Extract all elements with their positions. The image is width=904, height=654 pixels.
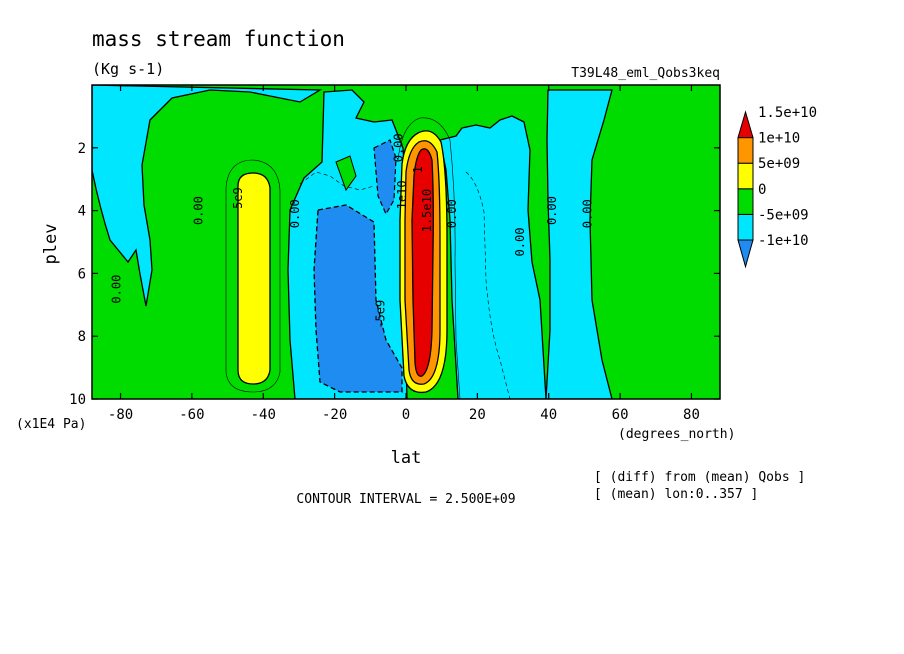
y-tick-label: 6 [78,266,86,282]
contour-label: 0.00 [391,133,405,162]
legend-label: -5e+09 [758,207,809,223]
legend-swatch [737,188,754,215]
legend-label: -1e+10 [758,233,809,249]
contour-label: 0.00 [513,228,527,257]
chart-title: mass stream function [92,27,345,51]
x-tick-label: -40 [251,407,276,423]
x-tick-label: 40 [540,407,557,423]
negative-region-45n [545,89,613,399]
x-tick-label: 60 [612,407,629,423]
x-axis-label: lat [391,448,422,468]
legend-swatch [737,110,754,139]
y-axis: 2 4 6 8 10 [69,141,720,408]
legend-swatch [737,239,754,269]
x-axis-units: (degrees_north) [618,427,735,442]
legend-swatch [737,137,754,164]
legend-swatch [737,162,754,190]
contour-label: 0.00 [110,275,124,304]
x-tick-label: -20 [322,407,347,423]
x-tick-label: 20 [469,407,486,423]
contour-label: 0.00 [545,196,559,225]
negative-region-tropics-north [439,115,547,399]
contour-line-itcz-outer [397,117,461,399]
legend-swatch [737,213,754,241]
contour-line-south-dashed [299,171,375,191]
y-axis-units: (x1E4 Pa) [16,417,86,432]
legend-label: 5e+09 [758,156,800,172]
negative-core-region [313,204,403,393]
note-mean: [ (mean) lon:0..357 ] [594,487,758,502]
contour-label: 0.00 [192,196,206,225]
y-tick-label: 10 [69,392,86,408]
chart-units: (Kg s-1) [92,60,164,78]
x-tick-label: -80 [108,407,133,423]
contour-line-north-dashed [465,171,511,399]
legend-label: 1.5e+10 [758,105,817,121]
itcz-core [411,148,434,377]
contour-field [92,85,720,399]
positive-cell-south [237,172,271,385]
run-label: T39L48_eml_Qobs3keq [571,66,720,81]
y-tick-label: 2 [78,141,86,157]
y-tick-label: 8 [78,329,86,345]
contour-label: 0.00 [581,199,595,228]
contour-interval: CONTOUR INTERVAL = 2.500E+09 [296,492,515,507]
x-tick-label: 0 [402,407,410,423]
y-axis-label: plev [41,224,61,265]
contour-label: 0.00 [288,199,302,228]
contour-label: -5e9 [374,300,388,329]
contour-line-south-outer [225,159,281,393]
y-tick-label: 4 [78,204,86,220]
legend-label: 1e+10 [758,131,800,147]
negative-core-upper [373,139,397,216]
x-tick-label: 80 [683,407,700,423]
contour-label: 1e10 [395,180,409,209]
contour-label: 1 [411,166,425,173]
negative-region-southern [92,85,323,307]
legend-label: 0 [758,182,766,198]
contour-label: 1.5e10 [420,189,434,232]
note-diff: [ (diff) from (mean) Qobs ] [594,470,805,485]
colorbar-legend: -1e+10 -5e+09 0 5e+09 1e+10 1.5e+10 [737,105,817,269]
x-axis: -80 -60 -40 -20 0 20 40 60 80 [108,85,700,423]
x-tick-label: -60 [179,407,204,423]
contour-label: 0.00 [445,199,459,228]
contour-label: 5e9 [231,187,245,209]
positive-island [335,155,357,192]
